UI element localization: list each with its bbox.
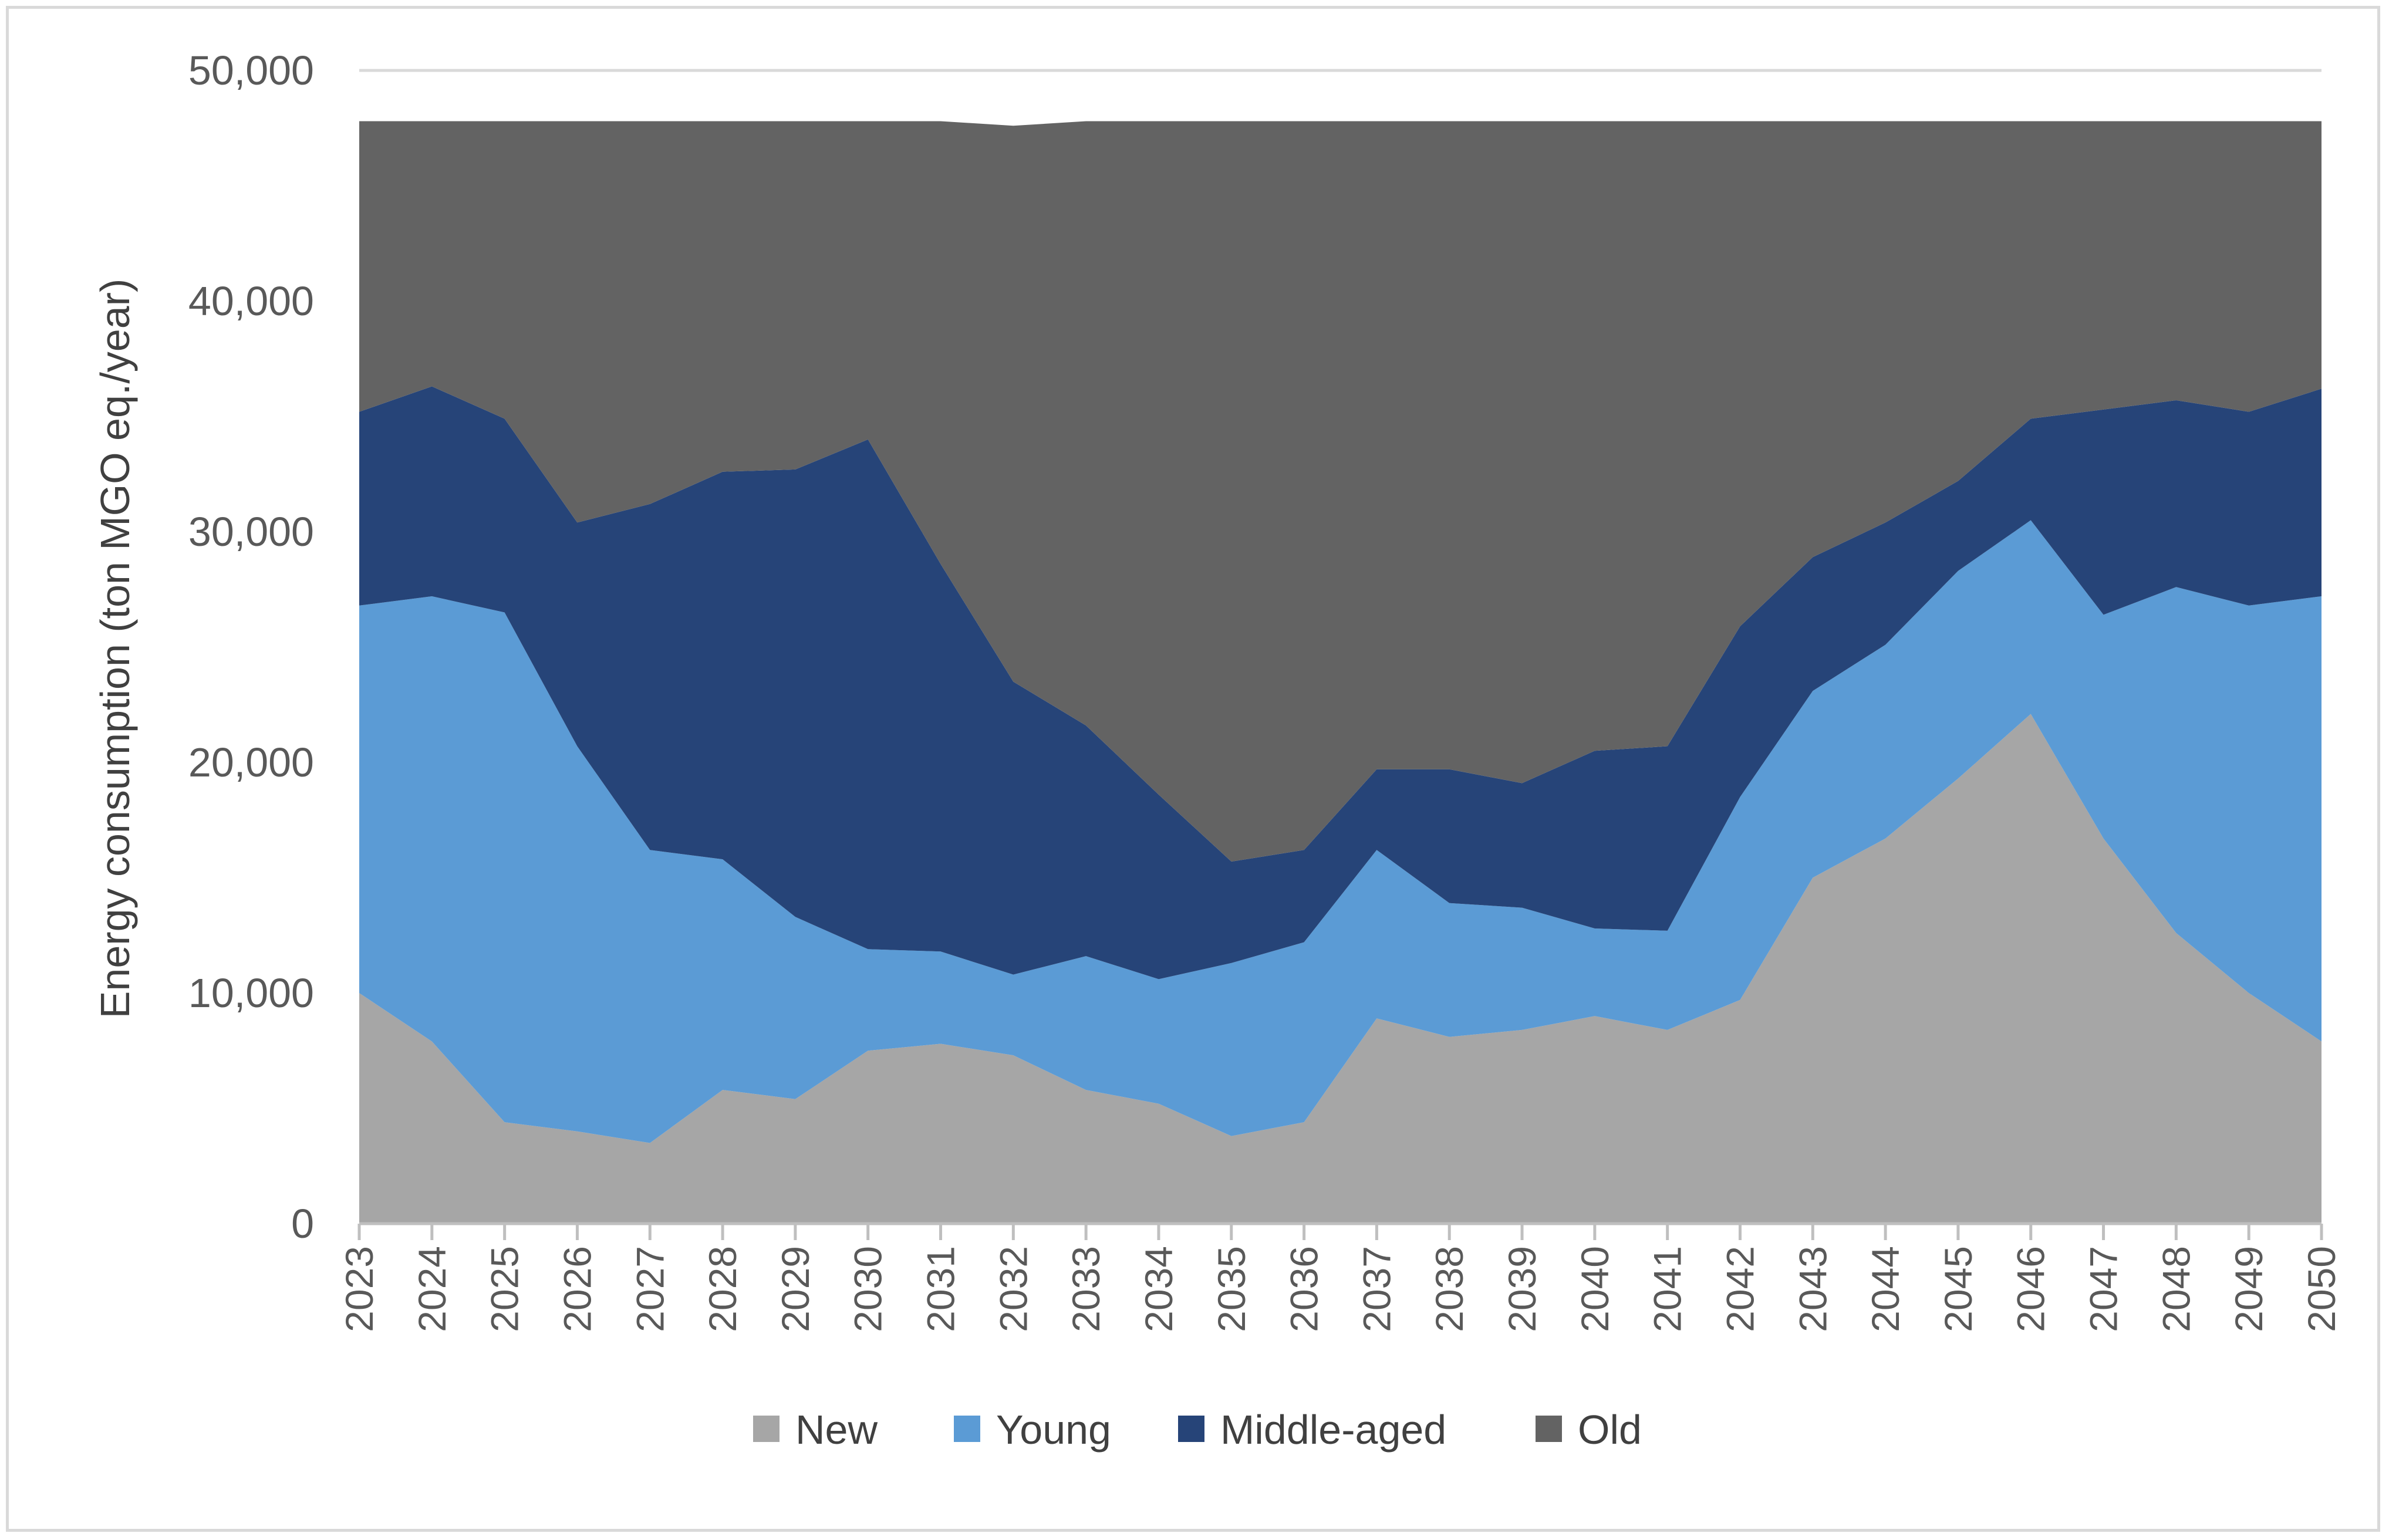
x-tick-label: 2040 [1573,1246,1617,1332]
area-old [359,121,2321,862]
x-tick-label: 2050 [2300,1246,2343,1332]
x-tick-label: 2036 [1283,1246,1326,1332]
legend-swatch-young [954,1416,980,1442]
x-tick-label: 2037 [1355,1246,1398,1332]
area-new [359,714,2321,1224]
x-tick-label: 2043 [1791,1246,1834,1332]
x-tick-label: 2034 [1137,1246,1180,1332]
x-tick-label: 2041 [1646,1246,1689,1332]
x-tick-label: 2038 [1428,1246,1471,1332]
x-tick-label: 2048 [2154,1246,2198,1332]
x-tick-label: 2028 [701,1246,744,1332]
legend-label-young: Young [996,1407,1111,1453]
x-tick-label: 2023 [338,1246,381,1332]
x-tick-label: 2029 [774,1246,817,1332]
x-tick-label: 2042 [1719,1246,1762,1332]
legend-label-middle-aged: Middle-aged [1220,1407,1446,1453]
legend-swatch-old [1536,1416,1562,1442]
y-tick-label: 20,000 [188,739,314,785]
y-tick-label: 30,000 [188,509,314,555]
y-tick-label: 0 [291,1201,314,1247]
x-tick-label: 2033 [1064,1246,1108,1332]
x-tick-label: 2046 [2009,1246,2053,1332]
x-tick-label: 2027 [628,1246,672,1332]
chart-frame: 0 10,000 20,000 30,000 40,000 50,000 2023 2024 2… [6,6,2380,1532]
axes: 0 10,000 20,000 30,000 40,000 50,000 2023 2024 2… [188,48,2343,1332]
x-tick-label: 2049 [2227,1246,2270,1332]
y-tick-label: 40,000 [188,278,314,324]
area-young [359,520,2321,1143]
area-middle-aged [359,386,2321,980]
x-tick-label: 2044 [1864,1246,1907,1332]
x-tick-label: 2026 [555,1246,599,1332]
plot-areas [359,121,2321,1224]
y-axis-title: Energy consumption (ton MGO eq./year) [92,279,138,1019]
y-tick-label: 50,000 [188,48,314,93]
x-tick-label: 2030 [846,1246,890,1332]
x-tick-label: 2035 [1210,1246,1253,1332]
legend-label-new: New [795,1407,878,1453]
x-tick-label: 2024 [410,1246,454,1332]
x-tick-label: 2045 [1936,1246,1980,1332]
y-tick-label: 10,000 [188,970,314,1016]
legend-label-old: Old [1578,1407,1642,1453]
legend: New Young Middle-aged Old [753,1407,1642,1453]
legend-swatch-middle-aged [1178,1416,1204,1442]
legend-swatch-new [753,1416,780,1442]
x-tick-label: 2032 [991,1246,1035,1332]
x-tick-label: 2047 [2082,1246,2125,1332]
chart: 0 10,000 20,000 30,000 40,000 50,000 2023 2024 2… [92,48,2343,1453]
x-tick-label: 2039 [1500,1246,1544,1332]
x-tick-label: 2025 [483,1246,527,1332]
x-tick-label: 2031 [919,1246,963,1332]
